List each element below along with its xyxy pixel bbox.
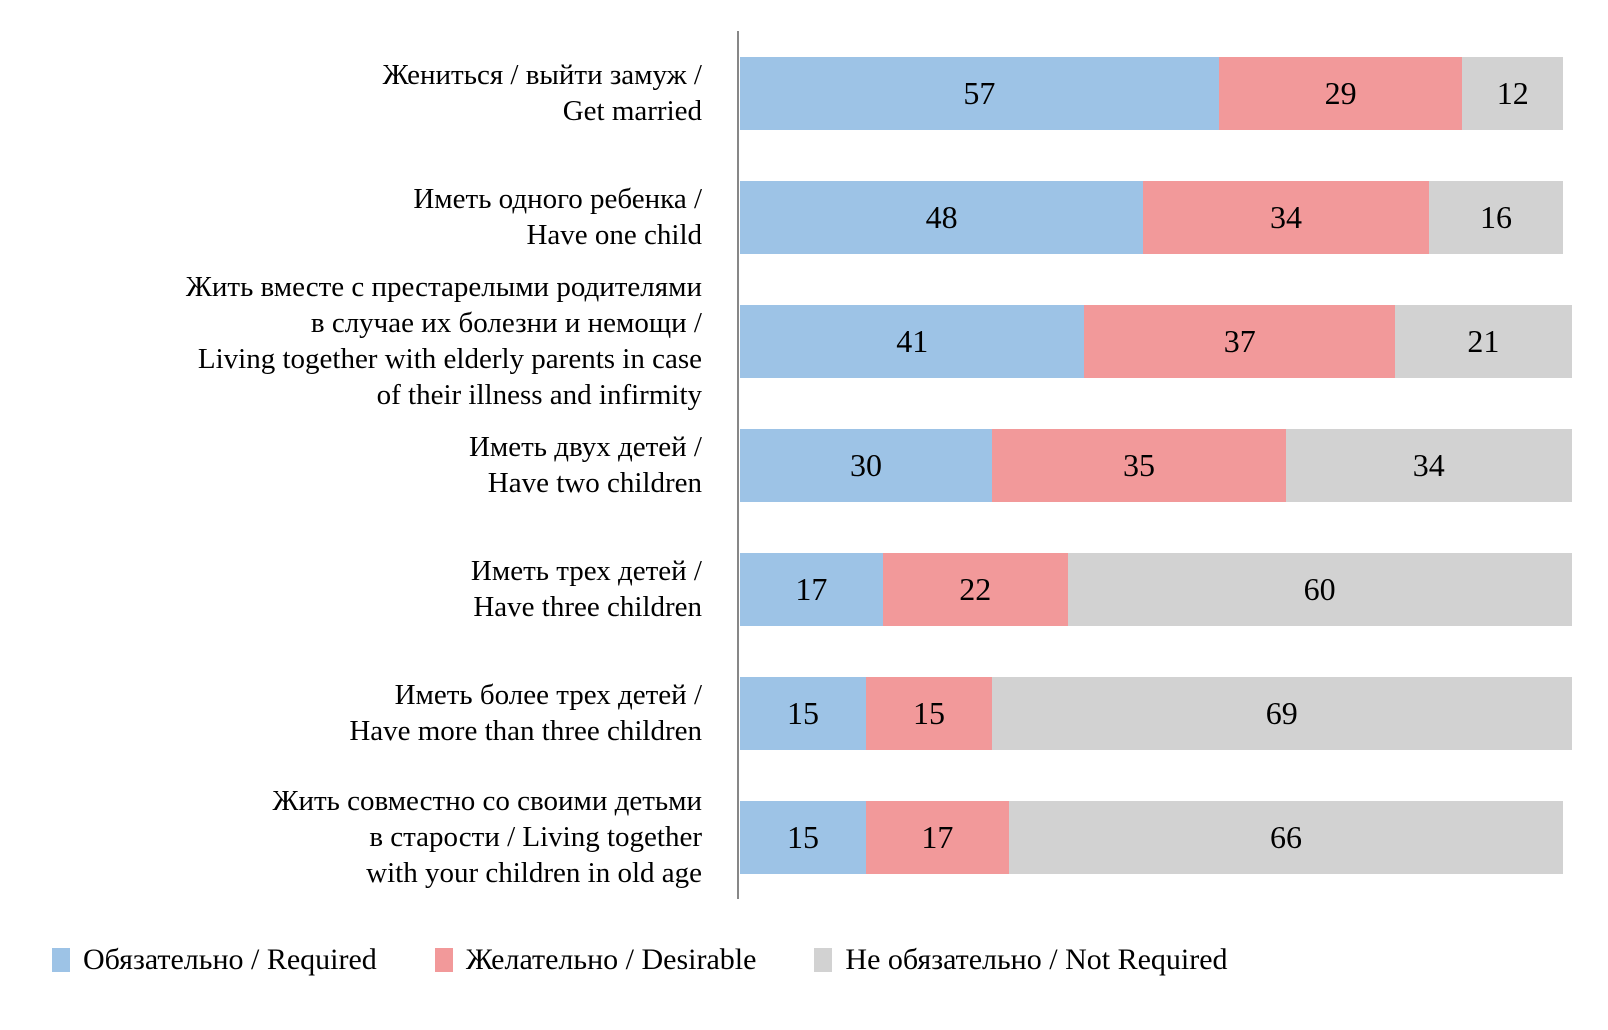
chart-row: Иметь более трех детей / Have more than … xyxy=(0,651,1608,775)
category-label: Иметь трех детей / Have three children xyxy=(470,555,702,623)
chart-row: Иметь одного ребенка / Have one child 48 3… xyxy=(0,155,1608,279)
bar-segment: 22 xyxy=(882,552,1068,626)
bar-segment: 30 xyxy=(740,428,992,502)
bar-segment: 17 xyxy=(866,800,1009,874)
legend-label: Желательно / Desirable xyxy=(465,943,757,976)
bar-segment: 12 xyxy=(1462,56,1564,130)
legend-color-swatch xyxy=(434,948,453,972)
bar-segment: 17 xyxy=(740,552,883,626)
stacked-bar: 15 17 66 xyxy=(740,800,1580,874)
stacked-bar: 15 15 69 xyxy=(740,676,1580,750)
category-label: Иметь двух детей / Have two children xyxy=(468,431,702,499)
bar-segment: 66 xyxy=(1008,800,1564,874)
bar-segment: 15 xyxy=(740,800,866,874)
chart-row: Иметь трех детей / Have three children 17… xyxy=(0,527,1608,651)
stacked-bar: 17 22 60 xyxy=(740,552,1580,626)
bar-segment: 60 xyxy=(1067,552,1572,626)
bar-segment: 15 xyxy=(866,676,992,750)
legend: Обязательно / Required Желательно / Desir… xyxy=(52,943,1608,977)
legend-color-swatch xyxy=(814,948,833,972)
category-label: Жить совместно со своими детьми в старос… xyxy=(272,785,702,889)
chart-row: Жениться / выйти замуж / Get married 57 29… xyxy=(0,31,1608,155)
category-label: Жениться / выйти замуж / Get married xyxy=(382,59,702,127)
bar-segment: 37 xyxy=(1084,304,1396,378)
bar-segment: 21 xyxy=(1395,304,1572,378)
legend-label: Обязательно / Required xyxy=(83,943,377,976)
bar-segment: 41 xyxy=(740,304,1085,378)
category-label: Иметь одного ребенка / Have one child xyxy=(413,183,702,251)
stacked-bar: 41 37 21 xyxy=(740,304,1580,378)
bar-segment: 69 xyxy=(992,676,1572,750)
y-axis-line xyxy=(737,31,739,899)
legend-item: Обязательно / Required xyxy=(52,943,377,977)
chart-row: Иметь двух детей / Have two children 30 35… xyxy=(0,403,1608,527)
stacked-bar: 57 29 12 xyxy=(740,56,1580,130)
bar-segment: 48 xyxy=(740,180,1144,254)
category-label: Иметь более трех детей / Have more than … xyxy=(349,679,702,747)
chart-row: Жить совместно со своими детьми в старос… xyxy=(0,775,1608,899)
category-label: Жить вместе с престарелыми родителями в … xyxy=(185,271,702,411)
bar-segment: 29 xyxy=(1218,56,1463,130)
stacked-bar: 30 35 34 xyxy=(740,428,1580,502)
bar-segment: 16 xyxy=(1428,180,1564,254)
legend-label: Не обязательно / Not Required xyxy=(845,943,1228,976)
bar-segment: 34 xyxy=(1286,428,1572,502)
bar-segment: 35 xyxy=(992,428,1286,502)
legend-color-swatch xyxy=(52,948,70,972)
chart-rows: Жениться / выйти замуж / Get married 57 29… xyxy=(0,31,1608,899)
legend-item: Желательно / Desirable xyxy=(434,943,757,977)
chart-row: Жить вместе с престарелыми родителями в … xyxy=(0,271,1608,411)
legend-item: Не обязательно / Not Required xyxy=(814,943,1228,977)
stacked-bar: 48 34 16 xyxy=(740,180,1580,254)
bar-segment: 34 xyxy=(1143,180,1429,254)
bar-segment: 57 xyxy=(740,56,1219,130)
bar-segment: 15 xyxy=(740,676,866,750)
